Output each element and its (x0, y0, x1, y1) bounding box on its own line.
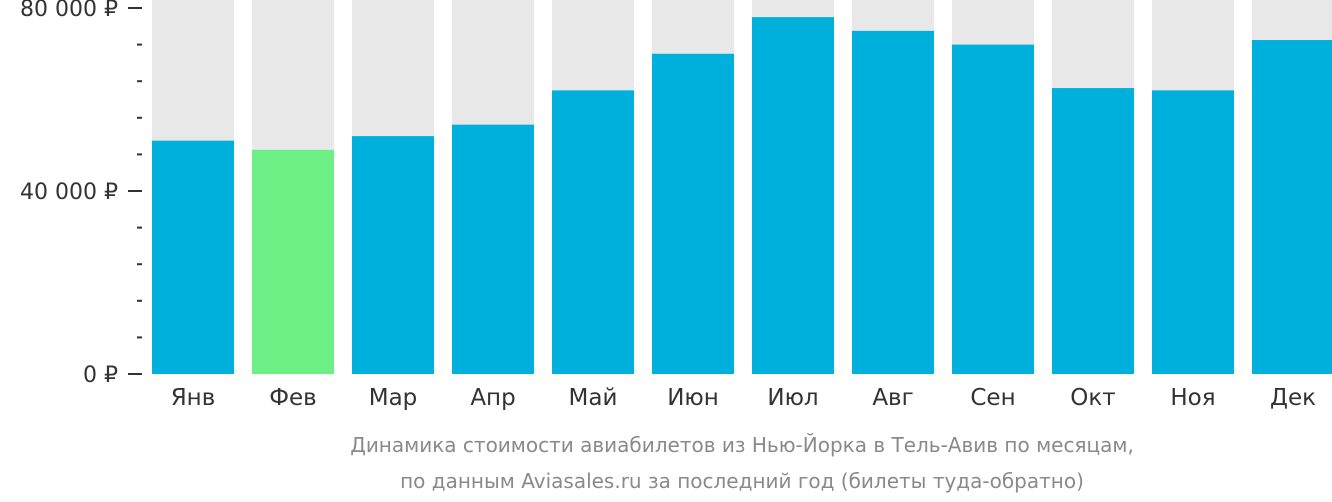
caption-line-1: Динамика стоимости авиабилетов из Нью-Йо… (350, 433, 1134, 457)
bar-1 (152, 140, 234, 374)
bar-12 (1252, 40, 1332, 375)
x-tick-label: Дек (1270, 385, 1316, 411)
x-tick-label: Июн (667, 385, 719, 411)
bar-4 (452, 124, 534, 374)
x-tick-label: Июл (767, 385, 818, 411)
bar-2 (252, 149, 334, 374)
x-tick-label: Май (569, 385, 618, 411)
y-tick-label: 40 000 ₽ (20, 180, 118, 205)
caption-line-2: по данным Aviasales.ru за последний год … (400, 469, 1084, 493)
x-tick-label: Окт (1070, 385, 1115, 411)
bar-5 (552, 90, 634, 374)
bar-10 (1052, 88, 1134, 374)
bar-9 (952, 44, 1034, 374)
x-tick-label: Сен (970, 385, 1015, 411)
y-axis: 0 ₽ 40 000 ₽ 80 000 ₽ (20, 0, 142, 388)
x-tick-label: Фев (269, 385, 317, 411)
x-tick-label: Авг (872, 385, 913, 411)
x-tick-label: Апр (470, 385, 515, 411)
x-tick-label: Мар (369, 385, 418, 411)
bars (152, 17, 1332, 375)
x-tick-label: Ноя (1170, 385, 1215, 411)
y-tick-label: 80 000 ₽ (20, 0, 118, 22)
x-tick-label: Янв (171, 385, 216, 411)
y-tick-label: 0 ₽ (83, 363, 118, 388)
x-axis: Янв Фев Мар Апр Май Июн Июл Авг Сен Окт Ноя Дек (171, 385, 1316, 411)
bar-3 (352, 136, 434, 374)
bar-8 (852, 30, 934, 374)
bar-6 (652, 53, 734, 374)
bar-11 (1152, 90, 1234, 374)
bar-7 (752, 17, 834, 375)
